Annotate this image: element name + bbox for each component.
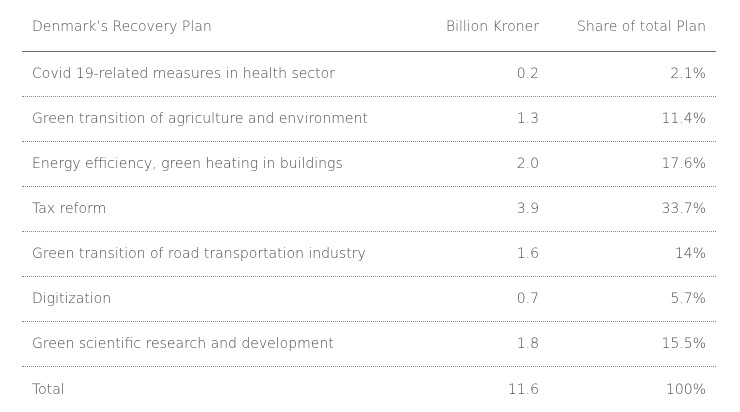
header-share-of-total: Share of total Plan: [576, 18, 706, 35]
row-label: Digitization: [32, 291, 112, 307]
row-share: 5.7%: [670, 291, 706, 307]
row-label: Energy efficiency, green heating in buil…: [32, 156, 343, 172]
total-billion-kroner: 11.6: [507, 381, 539, 398]
row-label: Green scientific research and developmen…: [32, 336, 334, 352]
row-billion-kroner: 1.3: [516, 111, 539, 127]
total-share: 100%: [665, 381, 706, 398]
table-row: Green transition of agriculture and envi…: [22, 97, 716, 142]
row-billion-kroner: 1.6: [516, 246, 539, 262]
table-total-row: Total 11.6 100%: [22, 367, 716, 412]
table-row: Digitization 0.7 5.7%: [22, 277, 716, 322]
header-billion-kroner: Billion Kroner: [445, 18, 539, 35]
row-label: Green transition of road transportation …: [32, 246, 366, 262]
row-label: Covid 19-related measures in health sect…: [32, 66, 335, 82]
row-share: 17.6%: [661, 156, 706, 172]
row-share: 14%: [674, 246, 706, 262]
row-share: 2.1%: [670, 66, 706, 82]
row-share: 11.4%: [661, 111, 706, 127]
row-share: 33.7%: [661, 201, 706, 217]
row-label: Green transition of agriculture and envi…: [32, 111, 368, 127]
row-billion-kroner: 3.9: [516, 201, 539, 217]
row-label: Tax reform: [32, 201, 107, 217]
table-row: Green scientific research and developmen…: [22, 322, 716, 367]
row-billion-kroner: 0.2: [516, 66, 539, 82]
row-billion-kroner: 1.8: [516, 336, 539, 352]
total-label: Total: [32, 381, 65, 398]
table-row: Tax reform 3.9 33.7%: [22, 187, 716, 232]
header-plan: Denmark’s Recovery Plan: [32, 18, 212, 35]
row-billion-kroner: 2.0: [516, 156, 539, 172]
table-row: Energy efficiency, green heating in buil…: [22, 142, 716, 187]
row-share: 15.5%: [661, 336, 706, 352]
table-row: Green transition of road transportation …: [22, 232, 716, 277]
table-header-row: Denmark’s Recovery Plan Billion Kroner S…: [22, 0, 716, 52]
row-billion-kroner: 0.7: [516, 291, 539, 307]
recovery-plan-table: Denmark’s Recovery Plan Billion Kroner S…: [22, 0, 716, 412]
table-row: Covid 19-related measures in health sect…: [22, 52, 716, 97]
